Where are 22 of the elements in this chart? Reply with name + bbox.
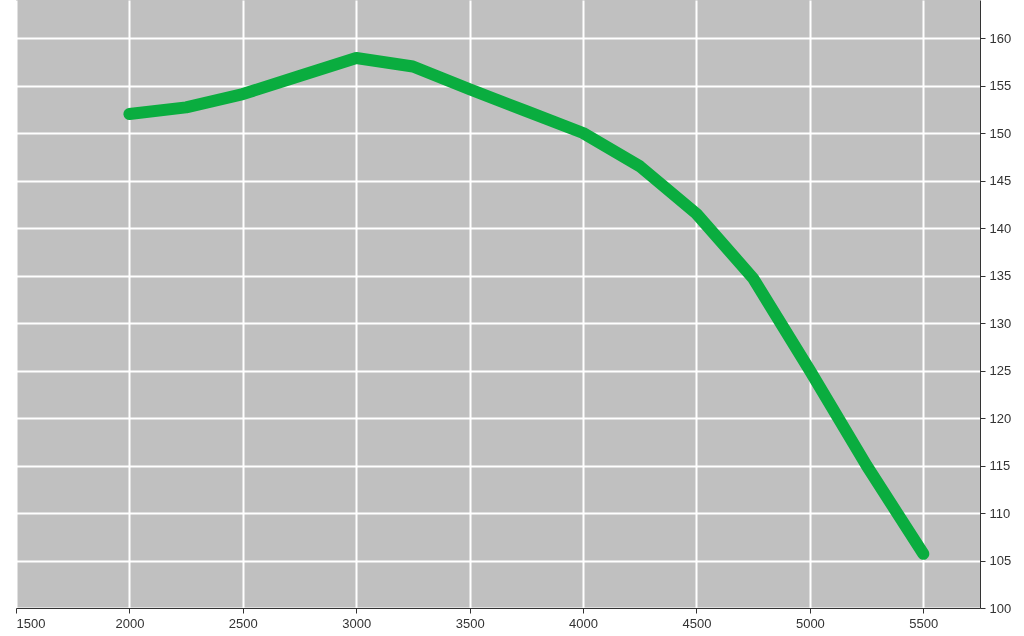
x-tick-label: 3500 bbox=[455, 615, 485, 631]
y-tick-label: 125 bbox=[989, 363, 1012, 378]
y-tick-label: 110 bbox=[989, 505, 1011, 521]
y-tick-label: 115 bbox=[989, 458, 1011, 473]
y-tick-label: 145 bbox=[989, 173, 1012, 188]
x-tick-label: 4500 bbox=[682, 615, 712, 631]
y-tick-label: 155 bbox=[989, 78, 1012, 93]
y-tick-label: 135 bbox=[989, 268, 1012, 283]
y-tick-label: 130 bbox=[989, 315, 1012, 331]
y-tick-label: 105 bbox=[989, 553, 1012, 568]
y-tick-label: 100 bbox=[989, 600, 1012, 616]
y-tick-label: 150 bbox=[989, 125, 1012, 141]
y-tick-label: 140 bbox=[989, 220, 1012, 236]
x-tick-label: 5000 bbox=[795, 615, 825, 631]
x-tick-label: 5500 bbox=[909, 615, 939, 631]
x-tick-label: 2000 bbox=[115, 615, 145, 631]
x-tick-label: 1500 bbox=[16, 615, 46, 631]
x-tick-label: 2500 bbox=[228, 615, 258, 631]
y-tick-label: 160 bbox=[989, 30, 1012, 46]
y-tick-label: 120 bbox=[989, 410, 1012, 426]
x-tick-label: 4000 bbox=[569, 615, 599, 631]
x-tick-label: 3000 bbox=[342, 615, 372, 631]
